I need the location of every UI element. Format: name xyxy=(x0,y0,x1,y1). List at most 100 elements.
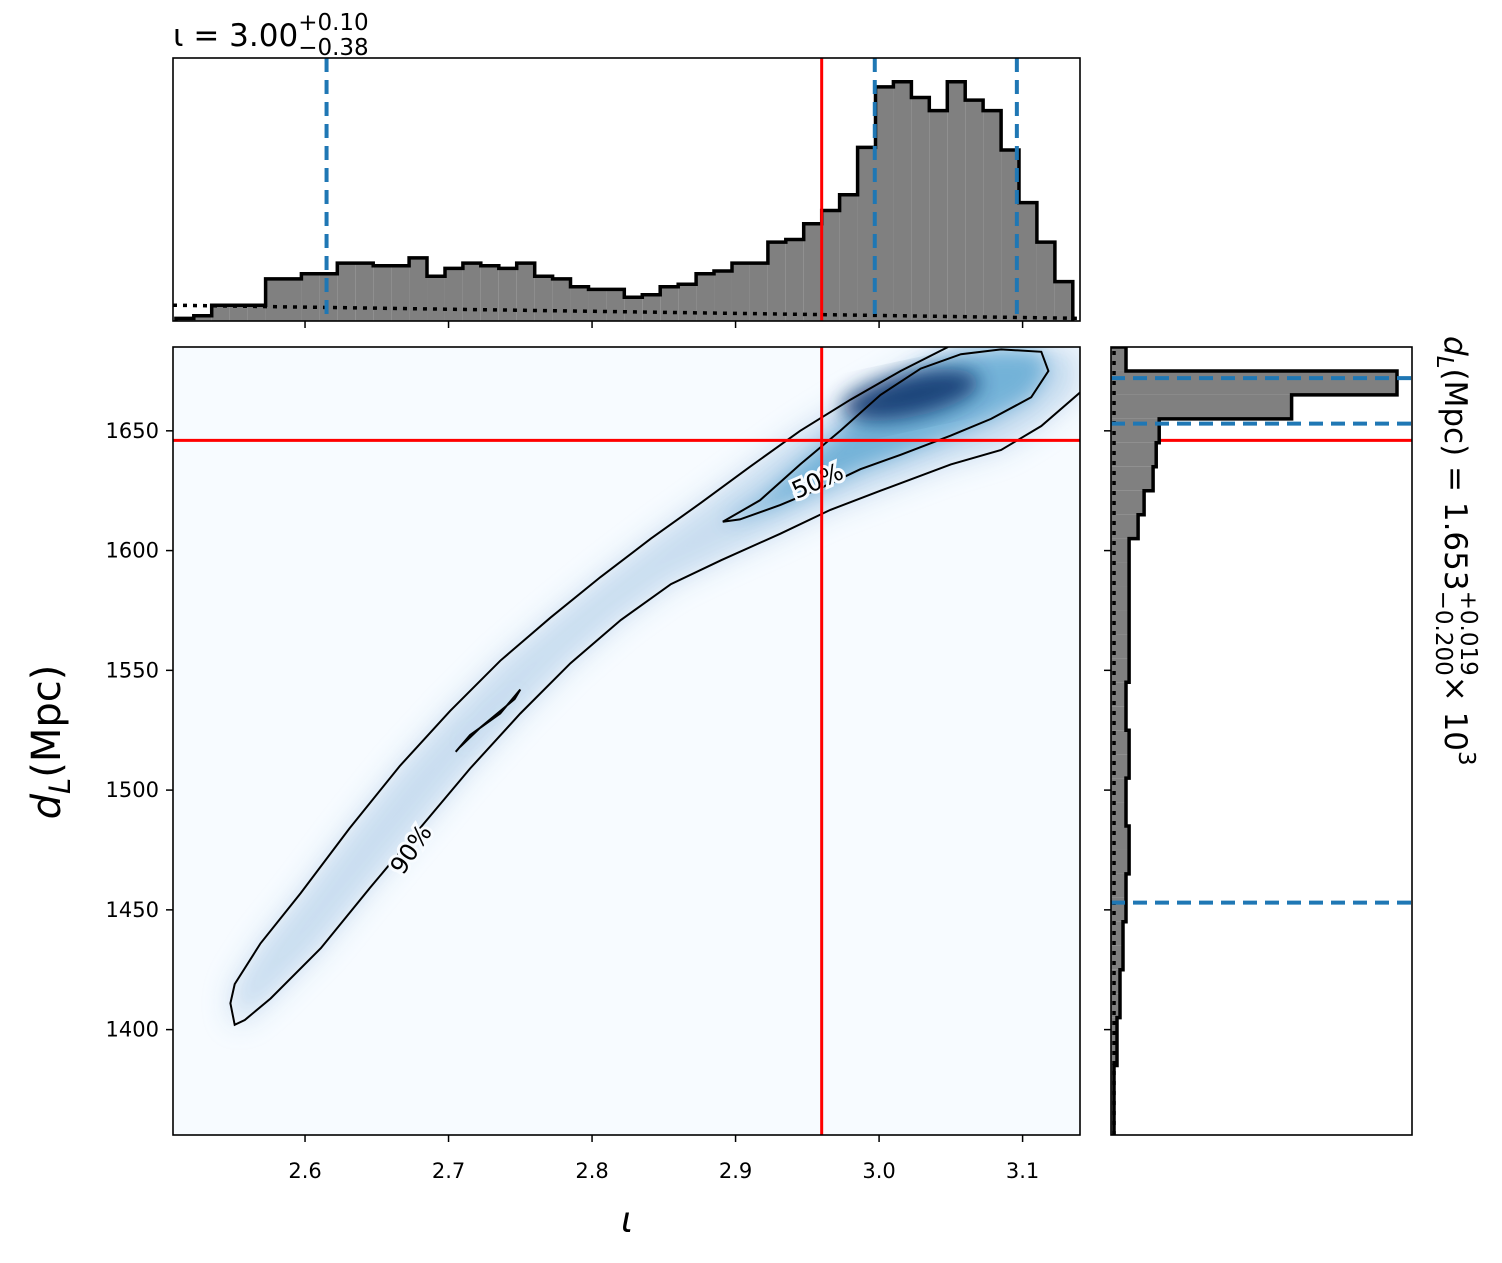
y-axis-label: dL (Mpc) xyxy=(24,665,77,820)
hist-bar xyxy=(444,268,463,321)
x-axis-label: ι xyxy=(621,1200,633,1241)
label-part: d xyxy=(24,793,70,819)
label-part: L xyxy=(1431,356,1457,369)
label-part: −0.200 xyxy=(1430,591,1456,676)
hist-bar xyxy=(337,263,356,321)
overlay: ι = 3.00 +0.10−0.38 2.6 2.7 2.8 2.9 3.0 3.1 1400… xyxy=(24,10,1481,1241)
hist-bar xyxy=(911,97,930,321)
hist-bar xyxy=(355,263,374,321)
label-part: ι = 3.00 xyxy=(173,18,298,54)
hist-bar xyxy=(1054,281,1073,321)
prior-line xyxy=(173,303,1080,321)
y-tick-label: 1400 xyxy=(106,1018,159,1042)
x-tick-label: 3.1 xyxy=(1006,1159,1039,1183)
hist-bar xyxy=(1001,150,1020,321)
right-axes-bg xyxy=(1111,347,1412,1135)
hist-bar xyxy=(678,284,697,321)
hist-bar xyxy=(516,263,535,321)
hist-bar xyxy=(642,294,661,321)
hist-bar xyxy=(965,100,984,321)
x-tick-label: 2.9 xyxy=(719,1159,752,1183)
hist-bar xyxy=(714,271,732,321)
label-part: +0.019 xyxy=(1455,591,1481,676)
hist-bar xyxy=(211,305,230,321)
hist-bar xyxy=(1111,442,1157,467)
axes-frame xyxy=(172,57,1081,322)
y-tick-label: 1650 xyxy=(106,419,159,443)
hist-bar xyxy=(696,273,715,321)
label-part: d xyxy=(1437,336,1473,356)
hist-bar xyxy=(588,289,607,321)
hist-bar xyxy=(624,297,643,321)
hist-bar xyxy=(427,276,445,321)
x-tick-label: 2.8 xyxy=(575,1159,608,1183)
hist-bar xyxy=(785,239,804,321)
hist-bar xyxy=(1111,921,1124,946)
hist-bar xyxy=(1111,945,1124,970)
label-part: −0.38 xyxy=(298,35,368,61)
hist-bar xyxy=(373,265,392,321)
hist-bar xyxy=(839,194,858,321)
hist-bar xyxy=(767,242,786,321)
x-tick-label: 3.0 xyxy=(862,1159,895,1183)
y-tick-label: 1450 xyxy=(106,898,159,922)
hist-outline xyxy=(1111,347,1399,1135)
right-title: dL (Mpc) = 1.653+0.019−0.200 × 103 xyxy=(1430,336,1481,766)
axes-frame xyxy=(1110,346,1413,1136)
hist-bar xyxy=(1111,394,1292,419)
top-hist xyxy=(173,58,1080,321)
hist-bar xyxy=(1111,347,1127,371)
hist-bar xyxy=(229,305,248,321)
hist-bar xyxy=(1111,730,1130,755)
hist-bar xyxy=(570,286,589,321)
hist-bar xyxy=(731,263,750,321)
hist-bar xyxy=(1111,610,1130,635)
hist-bar xyxy=(1111,562,1130,587)
label-part: × 10 xyxy=(1437,676,1473,751)
hist-bar xyxy=(247,305,266,321)
hist-bar xyxy=(893,81,912,321)
hist-bar xyxy=(1019,202,1037,321)
hist-bar xyxy=(1111,1017,1118,1042)
hist-bar xyxy=(193,315,212,321)
hist-bar xyxy=(821,210,840,321)
hist-bar xyxy=(857,147,876,321)
hist-bar xyxy=(319,273,338,321)
hist-bar xyxy=(1111,826,1130,850)
hist-bar xyxy=(283,278,302,321)
hist-bar xyxy=(947,81,966,321)
hist-bar xyxy=(1111,490,1145,515)
hist-bar xyxy=(929,110,948,321)
hist-bar xyxy=(534,276,553,321)
hist-bar xyxy=(606,289,625,321)
x-tick-label: 2.6 xyxy=(288,1159,321,1183)
hist-bar xyxy=(498,268,517,321)
contour xyxy=(229,347,1080,1027)
hist-bar xyxy=(660,286,679,321)
hist-bar xyxy=(1111,993,1121,1018)
hist-bar xyxy=(1111,706,1127,731)
x-tick-label: 2.7 xyxy=(432,1159,465,1183)
hist-bar xyxy=(875,86,894,321)
hist-bar xyxy=(749,263,768,321)
hist-bar xyxy=(409,257,428,321)
hist-outline xyxy=(174,79,1075,321)
hist-bar xyxy=(265,278,284,321)
axes-frame xyxy=(172,346,1081,1136)
contour xyxy=(454,688,522,753)
hist-bar xyxy=(301,273,320,321)
label-part: 3 xyxy=(1453,751,1479,766)
density-bg xyxy=(173,347,1080,1135)
y-tick-label: 1500 xyxy=(106,778,159,802)
density-panel: 90%50% xyxy=(173,347,1080,1135)
hist-bar xyxy=(480,265,499,321)
hist-bar xyxy=(1111,466,1154,491)
hist-bar xyxy=(1111,514,1139,539)
y-tick-label: 1600 xyxy=(106,539,159,563)
hist-bar xyxy=(803,223,822,321)
label-part: (Mpc) = 1.653 xyxy=(1437,369,1473,591)
hist-bar xyxy=(552,278,571,321)
hist-bar xyxy=(1111,849,1130,874)
